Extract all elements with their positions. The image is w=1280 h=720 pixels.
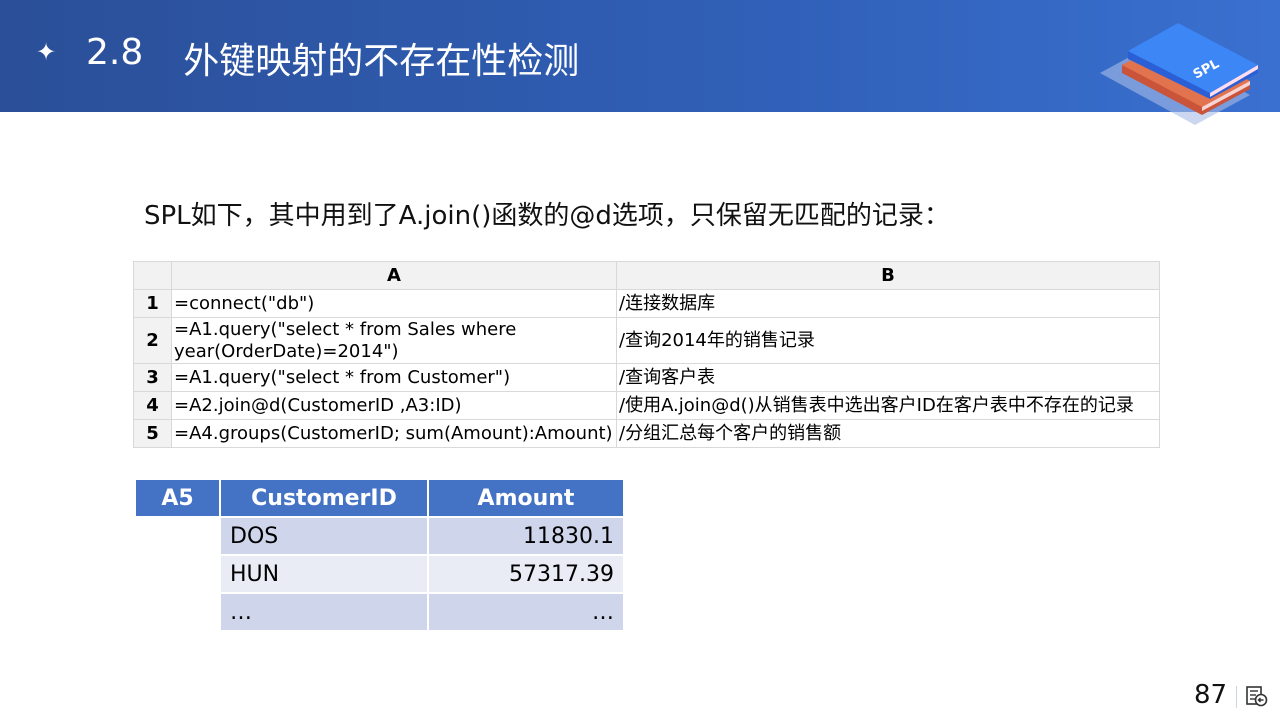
cell-a[interactable]: =A4.groups(CustomerID; sum(Amount):Amoun… (171, 419, 617, 448)
row-number[interactable]: 2 (133, 317, 172, 364)
cell-a[interactable]: =A1.query("select * from Sales where yea… (171, 317, 617, 364)
customer-id: HUN (219, 554, 429, 594)
cell-a[interactable]: =A2.join@d(CustomerID ,A3:ID) (171, 391, 617, 420)
slide-title: 2.8 外键映射的不存在性检测 (86, 32, 579, 84)
result-cell-label: A5 (134, 478, 221, 518)
page-number: 87 (1194, 680, 1228, 710)
spl-cookbook-logo: SPL (1100, 23, 1258, 125)
intro-text: SPL如下，其中用到了A.join()函数的@d选项，只保留无匹配的记录： (144, 201, 950, 231)
cell-a[interactable]: =A1.query("select * from Customer") (171, 363, 617, 392)
cell-b[interactable]: /连接数据库 (616, 289, 1160, 318)
column-header-a[interactable]: A (171, 261, 617, 290)
column-header-row: A B (133, 261, 1160, 290)
code-row: 1 =connect("db")/连接数据库 (133, 289, 1160, 318)
column-header-b[interactable]: B (616, 261, 1160, 290)
row-number[interactable]: 3 (133, 363, 172, 392)
corner-cell (133, 261, 172, 290)
cell-b[interactable]: /分组汇总每个客户的销售额 (616, 419, 1160, 448)
divider (1236, 686, 1237, 708)
code-row: 4 =A2.join@d(CustomerID ,A3:ID)/使用A.join@… (133, 391, 1160, 420)
row-number[interactable]: 5 (133, 419, 172, 448)
column-header-amount: Amount (427, 478, 625, 518)
amount: … (427, 592, 625, 632)
code-row: 2 =A1.query("select * from Sales where ye… (133, 317, 1160, 364)
result-row: DOS 11830.1 (134, 516, 625, 556)
result-row: HUN 57317.39 (134, 554, 625, 594)
cell-a[interactable]: =connect("db") (171, 289, 617, 318)
amount: 57317.39 (427, 554, 625, 594)
result-table: A5 CustomerID Amount DOS 11830.1 HUN 57317… (134, 478, 625, 632)
cell-b[interactable]: /使用A.join@d()从销售表中选出客户ID在客户表中不存在的记录 (616, 391, 1160, 420)
slide-header: ✦ 2.8 外键映射的不存在性检测 SPL (0, 0, 1280, 125)
amount: 11830.1 (427, 516, 625, 556)
result-row: …… (134, 592, 625, 632)
customer-id: DOS (219, 516, 429, 556)
customer-id: … (219, 592, 429, 632)
code-row: 5 =A4.groups(CustomerID; sum(Amount):Amou… (133, 419, 1160, 448)
column-header-customerid: CustomerID (219, 478, 429, 518)
title-text: 外键映射的不存在性检测 (183, 41, 580, 82)
section-number: 2.8 (86, 32, 144, 73)
result-header-row: A5 CustomerID Amount (134, 478, 625, 518)
code-row: 3 =A1.query("select * from Customer")/查询客… (133, 363, 1160, 392)
row-number[interactable]: 4 (133, 391, 172, 420)
cell-b[interactable]: /查询客户表 (616, 363, 1160, 392)
sparkle-icon: ✦ (36, 38, 57, 66)
row-number[interactable]: 1 (133, 289, 172, 318)
spl-code-grid: A B 1 =connect("db")/连接数据库 2 =A1.query("se… (133, 261, 1160, 448)
cell-b[interactable]: /查询2014年的销售记录 (616, 317, 1160, 364)
slide-navigation-icon[interactable] (1246, 685, 1268, 707)
